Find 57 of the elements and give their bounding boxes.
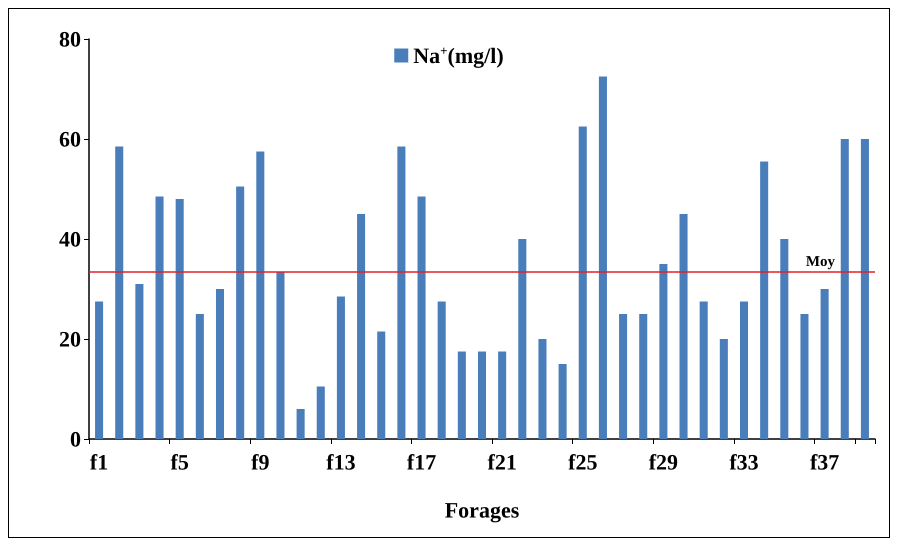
bar	[236, 186, 244, 439]
bar	[760, 162, 768, 439]
y-tick-label: 80	[59, 26, 81, 52]
bar	[438, 302, 446, 439]
bar	[538, 339, 546, 439]
bar	[115, 146, 124, 439]
x-axis-title: Forages	[444, 498, 520, 522]
bar	[860, 139, 869, 439]
bar	[478, 352, 486, 439]
x-tick-label: f9	[251, 450, 270, 474]
bar	[619, 314, 628, 439]
y-tick-label: 20	[59, 326, 81, 352]
x-tick-label: f21	[487, 450, 517, 474]
bar	[558, 364, 567, 439]
bar	[156, 196, 164, 439]
bar	[276, 272, 284, 439]
bar	[700, 302, 708, 439]
ref-line-label: Moy	[806, 254, 836, 270]
x-tick-label: f25	[568, 450, 598, 474]
bar	[377, 332, 386, 439]
bar	[176, 199, 184, 439]
bar	[659, 264, 668, 439]
bar	[336, 296, 345, 439]
x-tick-label: f37	[810, 450, 840, 474]
bar	[598, 76, 607, 439]
bar	[498, 352, 506, 439]
bar	[840, 139, 849, 439]
bar	[740, 302, 748, 439]
y-tick-label: 60	[59, 126, 81, 152]
bar	[397, 146, 406, 439]
bar	[780, 239, 788, 439]
bar	[196, 314, 204, 439]
y-tick-label: 0	[70, 426, 81, 452]
x-tick-label: f17	[406, 450, 436, 474]
bar	[720, 339, 728, 439]
bar	[357, 214, 366, 439]
x-tick-label: f5	[170, 450, 189, 474]
x-tick-label: f1	[90, 450, 108, 474]
bar	[578, 126, 587, 439]
x-tick-label: f33	[729, 450, 759, 474]
bar	[256, 152, 264, 439]
bar	[216, 289, 224, 439]
bar	[135, 284, 144, 439]
legend-label: Na+(mg/l)	[413, 43, 504, 68]
bar	[95, 302, 104, 439]
bar	[639, 314, 648, 439]
bar	[820, 289, 829, 439]
x-tick-label: f13	[326, 450, 356, 474]
x-tick-label: f29	[648, 450, 678, 474]
bar	[316, 386, 325, 439]
bar	[418, 196, 426, 439]
bar	[518, 239, 526, 439]
bar	[800, 314, 808, 439]
y-tick-label: 40	[59, 226, 81, 252]
bar	[680, 214, 688, 439]
bar	[296, 409, 305, 439]
bar	[458, 352, 466, 439]
